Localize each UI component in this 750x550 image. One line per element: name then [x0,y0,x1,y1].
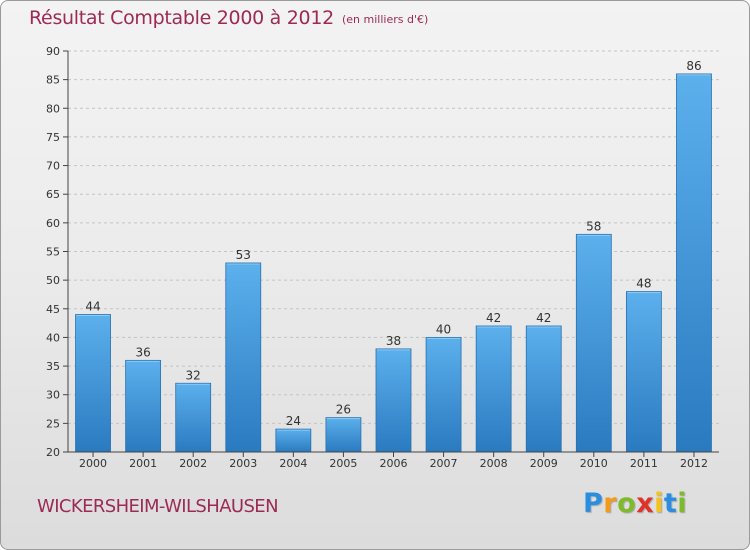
y-tick-label: 55 [46,246,60,259]
data-label-2005: 26 [336,403,351,417]
y-tick-label: 65 [46,188,60,201]
x-tick-label-2005: 2005 [329,457,357,470]
data-labels: 44 36 32 53 24 26 38 40 42 42 58 48 86 [85,59,701,428]
y-tick-label: 80 [46,102,60,115]
y-tick-label: 20 [46,446,60,459]
data-label-2011: 48 [636,277,651,291]
bar-2007[interactable] [425,337,462,453]
chart-subtitle: (en milliers d'€) [342,13,429,26]
data-label-2002: 32 [186,368,201,382]
commune-name: WICKERSHEIM-WILSHAUSEN [37,496,279,517]
y-tick-label: 45 [46,303,60,316]
data-label-2006: 38 [386,334,401,348]
data-label-2004: 24 [286,414,301,428]
y-tick-label: 60 [46,217,60,230]
x-tick-label-2002: 2002 [179,457,207,470]
bar-2006[interactable] [375,348,412,453]
y-tick-label: 35 [46,360,60,373]
bar-2000[interactable] [75,314,111,453]
x-tick-label-2012: 2012 [680,457,708,470]
bars [75,73,712,453]
bar-2011[interactable] [625,291,662,453]
x-tick-label-2011: 2011 [630,457,658,470]
data-label-2007: 40 [436,322,451,336]
x-tick-label-2000: 2000 [79,457,107,470]
bar-2010[interactable] [575,233,612,453]
bar-2005[interactable] [325,417,362,453]
x-tick-label-2006: 2006 [380,457,408,470]
logo-letter: t [663,488,678,519]
y-tick-label: 50 [46,274,60,287]
x-tick-label-2004: 2004 [279,457,307,470]
data-label-2008: 42 [486,311,501,325]
logo-letter: o [617,488,637,519]
chart-title: Résultat Comptable 2000 à 2012 [29,7,334,29]
data-label-2012: 86 [686,59,701,73]
data-label-2000: 44 [85,300,100,314]
data-label-2001: 36 [135,345,150,359]
proxiti-logo[interactable]: Proxiti [583,488,687,519]
logo-letter: x [636,488,655,519]
y-tick-label: 85 [46,74,60,87]
bar-2003[interactable] [225,262,262,453]
bar-2002[interactable] [175,382,212,453]
x-tick-label-2003: 2003 [229,457,257,470]
x-tick-label-2001: 2001 [129,457,157,470]
y-tick-label: 90 [46,45,60,58]
bar-2012[interactable] [676,73,712,453]
logo-letter: i [654,488,664,519]
axes: 20 25 30 35 40 45 50 55 60 65 70 75 80 85 90 2000 2001 20… [46,45,719,470]
bar-2004[interactable] [275,428,312,453]
data-label-2003: 53 [236,248,251,262]
y-tick-label: 70 [46,160,60,173]
x-tick-label-2008: 2008 [480,457,508,470]
data-label-2010: 58 [586,219,601,233]
logo-letter: P [583,488,604,519]
x-tick-label-2009: 2009 [530,457,558,470]
y-tick-label: 25 [46,417,60,430]
y-tick-label: 40 [46,331,60,344]
x-tick-label-2007: 2007 [430,457,458,470]
bar-2001[interactable] [125,359,162,453]
y-tick-label: 75 [46,131,60,144]
x-tick-label-2010: 2010 [580,457,608,470]
bar-2008[interactable] [475,325,512,453]
bar-2009[interactable] [525,325,562,453]
logo-letter: r [603,488,618,519]
data-label-2009: 42 [536,311,551,325]
y-tick-label: 30 [46,389,60,402]
logo-letter: i [677,488,688,519]
